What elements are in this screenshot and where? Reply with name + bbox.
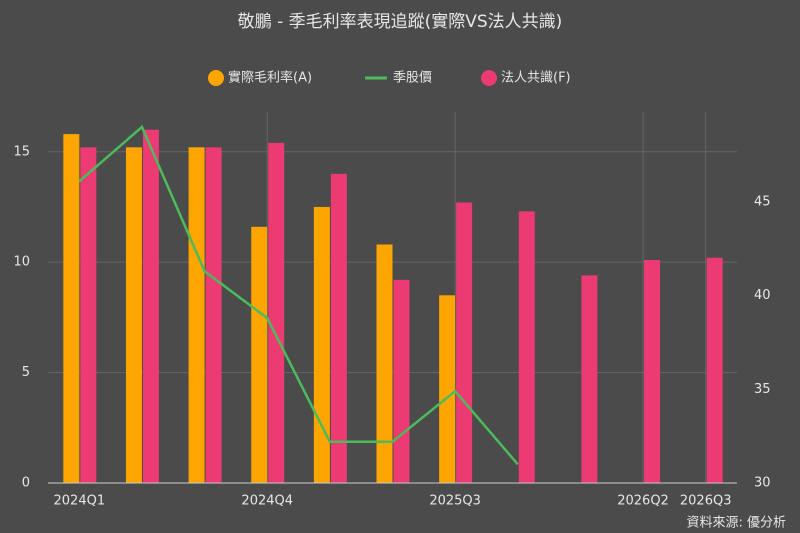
x-tick-label: 2025Q3: [429, 494, 481, 509]
bar: [330, 173, 347, 484]
chart-title: 敬鵬 - 季毛利率表現追蹤(實際VS法人共識): [238, 12, 563, 32]
y-tick-label: 10: [13, 255, 30, 270]
y2-tick-label: 35: [754, 382, 771, 397]
bar: [376, 244, 393, 483]
bar: [581, 275, 598, 483]
line: [78, 124, 519, 466]
x-tick-label: 2026Q3: [680, 494, 732, 509]
bar: [268, 142, 285, 483]
legend-label: 法人共識(F): [501, 71, 571, 86]
bar: [80, 147, 97, 484]
bar: [456, 202, 473, 483]
y-tick-label: 5: [22, 365, 30, 380]
bar: [439, 295, 456, 483]
bar: [393, 279, 410, 483]
bar: [205, 147, 222, 484]
x-tick-label: 2024Q4: [241, 494, 293, 509]
source: 資料來源: 優分析: [686, 516, 786, 531]
x-tick-label: 2024Q1: [54, 494, 106, 509]
x-tick-label: 2026Q2: [617, 494, 669, 509]
bar: [518, 211, 535, 483]
y2-tick-label: 30: [754, 476, 771, 491]
y2-tick-label: 40: [754, 288, 771, 303]
bar: [125, 147, 142, 484]
legend-label: 季股價: [393, 71, 432, 86]
bar: [142, 129, 159, 483]
bar: [706, 257, 723, 483]
legend-label: 實際毛利率(A): [228, 70, 312, 86]
legend-swatch: [481, 70, 497, 86]
bar: [188, 147, 205, 484]
bar: [63, 134, 80, 484]
legend-swatch: [208, 70, 224, 86]
y-tick-label: 15: [13, 144, 30, 159]
bar: [313, 206, 330, 484]
bar: [644, 259, 661, 483]
y2-tick-label: 45: [754, 194, 771, 209]
y-tick-label: 0: [22, 476, 30, 491]
bar: [251, 226, 268, 484]
